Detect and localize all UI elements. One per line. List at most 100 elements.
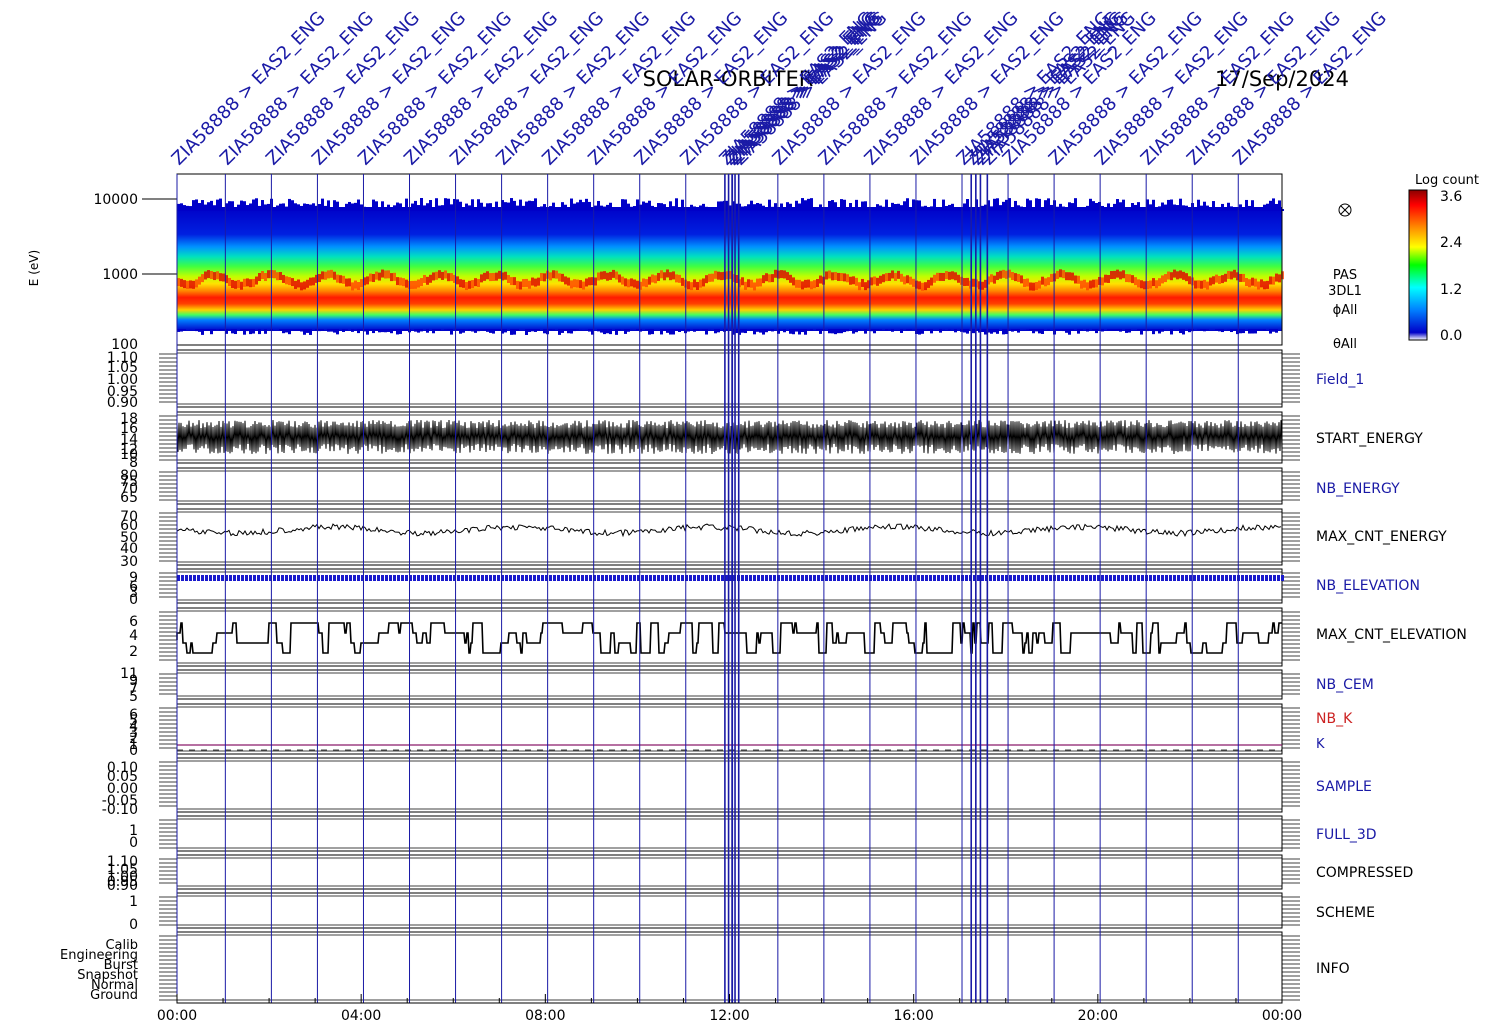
spec-lower-edge bbox=[360, 329, 363, 330]
panel-tick-label: 1.00 bbox=[107, 869, 138, 885]
nb-elevation-mark bbox=[357, 575, 360, 581]
spec-upper-edge bbox=[1125, 208, 1128, 211]
spec-ridge bbox=[537, 277, 540, 286]
spec-lower-edge bbox=[1110, 329, 1113, 331]
spec-lower-edge bbox=[927, 329, 930, 331]
spec-lower-edge bbox=[525, 329, 528, 335]
spec-upper-edge bbox=[1044, 200, 1047, 211]
spec-upper-edge bbox=[531, 201, 534, 211]
spec-upper-edge bbox=[711, 207, 714, 211]
spec-lower-edge bbox=[372, 329, 375, 334]
spec-ridge bbox=[387, 270, 390, 279]
nb-elevation-mark bbox=[633, 575, 636, 581]
spec-upper-edge bbox=[180, 203, 183, 211]
spec-lower-edge bbox=[1179, 329, 1182, 334]
spec-upper-edge bbox=[1233, 208, 1236, 211]
spec-ridge bbox=[1185, 273, 1188, 282]
nb-elevation-mark bbox=[541, 575, 544, 581]
spec-ridge bbox=[1164, 274, 1167, 283]
nb-elevation-mark bbox=[989, 575, 992, 581]
panel-tick-label: 1.05 bbox=[107, 862, 138, 878]
spec-lower-edge bbox=[591, 329, 594, 335]
spec-ridge bbox=[597, 272, 600, 281]
spec-ridge bbox=[696, 281, 699, 290]
spec-lower-edge bbox=[228, 329, 231, 330]
spec-ridge bbox=[405, 279, 408, 288]
spec-lower-edge bbox=[639, 329, 642, 332]
spec-lower-edge bbox=[1230, 329, 1233, 333]
nb-elevation-mark bbox=[1253, 575, 1256, 581]
nb-elevation-mark bbox=[797, 575, 800, 581]
nb-elevation-mark bbox=[665, 575, 668, 581]
spec-upper-edge bbox=[1071, 203, 1074, 211]
spec-ridge bbox=[1101, 277, 1104, 286]
spec-lower-edge bbox=[330, 329, 333, 332]
spec-ridge bbox=[495, 272, 498, 281]
spec-upper-edge bbox=[963, 203, 966, 211]
spec-lower-edge bbox=[216, 329, 219, 330]
spec-lower-edge bbox=[387, 329, 390, 332]
spec-ridge bbox=[330, 269, 333, 278]
spec-ridge bbox=[378, 272, 381, 281]
nb-elevation-mark bbox=[245, 575, 248, 581]
nb-elevation-mark bbox=[861, 575, 864, 581]
spec-lower-edge bbox=[1080, 329, 1083, 331]
spec-ridge bbox=[1113, 270, 1116, 279]
spec-upper-edge bbox=[306, 203, 309, 211]
nb-elevation-mark bbox=[673, 575, 676, 581]
spec-upper-edge bbox=[909, 209, 912, 211]
spec-ridge bbox=[1161, 275, 1164, 284]
spec-ridge bbox=[222, 273, 225, 282]
spec-upper-edge bbox=[771, 206, 774, 211]
spec-ridge bbox=[1278, 274, 1281, 283]
spec-lower-edge bbox=[993, 329, 996, 333]
nb-elevation-mark bbox=[325, 575, 328, 581]
spec-ridge bbox=[768, 274, 771, 283]
spec-upper-edge bbox=[1068, 202, 1071, 211]
spec-ridge bbox=[1065, 272, 1068, 281]
spec-upper-edge bbox=[885, 199, 888, 211]
spec-ridge bbox=[288, 277, 291, 286]
nb-elevation-mark bbox=[997, 575, 1000, 581]
spec-ridge bbox=[339, 275, 342, 284]
spec-ridge bbox=[927, 279, 930, 288]
spec-lower-edge bbox=[357, 329, 360, 334]
spec-upper-edge bbox=[453, 198, 456, 211]
spec-upper-edge bbox=[747, 204, 750, 211]
spec-ridge bbox=[438, 270, 441, 279]
spec-ridge bbox=[1194, 280, 1197, 289]
spec-ridge bbox=[906, 275, 909, 284]
spec-upper-edge bbox=[507, 202, 510, 211]
nb-elevation-mark bbox=[525, 575, 528, 581]
spec-lower-edge bbox=[795, 329, 798, 332]
nb-elevation-mark bbox=[393, 575, 396, 581]
spec-lower-edge bbox=[780, 329, 783, 330]
nb-elevation-mark bbox=[1077, 575, 1080, 581]
spec-upper-edge bbox=[1020, 206, 1023, 211]
spec-ridge bbox=[1074, 275, 1077, 284]
nb-elevation-mark bbox=[629, 575, 632, 581]
spec-upper-edge bbox=[1089, 198, 1092, 211]
spec-upper-edge bbox=[363, 206, 366, 211]
spec-lower-edge bbox=[486, 329, 489, 332]
nb-elevation-mark bbox=[605, 575, 608, 581]
spec-upper-edge bbox=[1203, 201, 1206, 211]
spec-label-theta-all: θAll bbox=[1333, 337, 1357, 352]
spec-lower-edge bbox=[1062, 329, 1065, 332]
x-tick-label: 00:00 bbox=[1262, 1008, 1302, 1020]
nb-elevation-mark bbox=[229, 575, 232, 581]
spec-ridge bbox=[744, 281, 747, 290]
spec-lower-edge bbox=[504, 329, 507, 333]
spec-upper-edge bbox=[225, 203, 228, 211]
nb-elevation-mark bbox=[657, 575, 660, 581]
spec-lower-edge bbox=[489, 329, 492, 333]
spec-lower-edge bbox=[1242, 329, 1245, 334]
spec-lower-edge bbox=[1272, 329, 1275, 332]
spec-lower-edge bbox=[837, 329, 840, 334]
panel-tick-label: -0.10 bbox=[102, 802, 138, 818]
nb-elevation-mark bbox=[557, 575, 560, 581]
spec-lower-edge bbox=[864, 329, 867, 334]
spec-ridge bbox=[657, 272, 660, 281]
spec-ridge bbox=[1089, 280, 1092, 289]
spec-lower-edge bbox=[606, 329, 609, 334]
